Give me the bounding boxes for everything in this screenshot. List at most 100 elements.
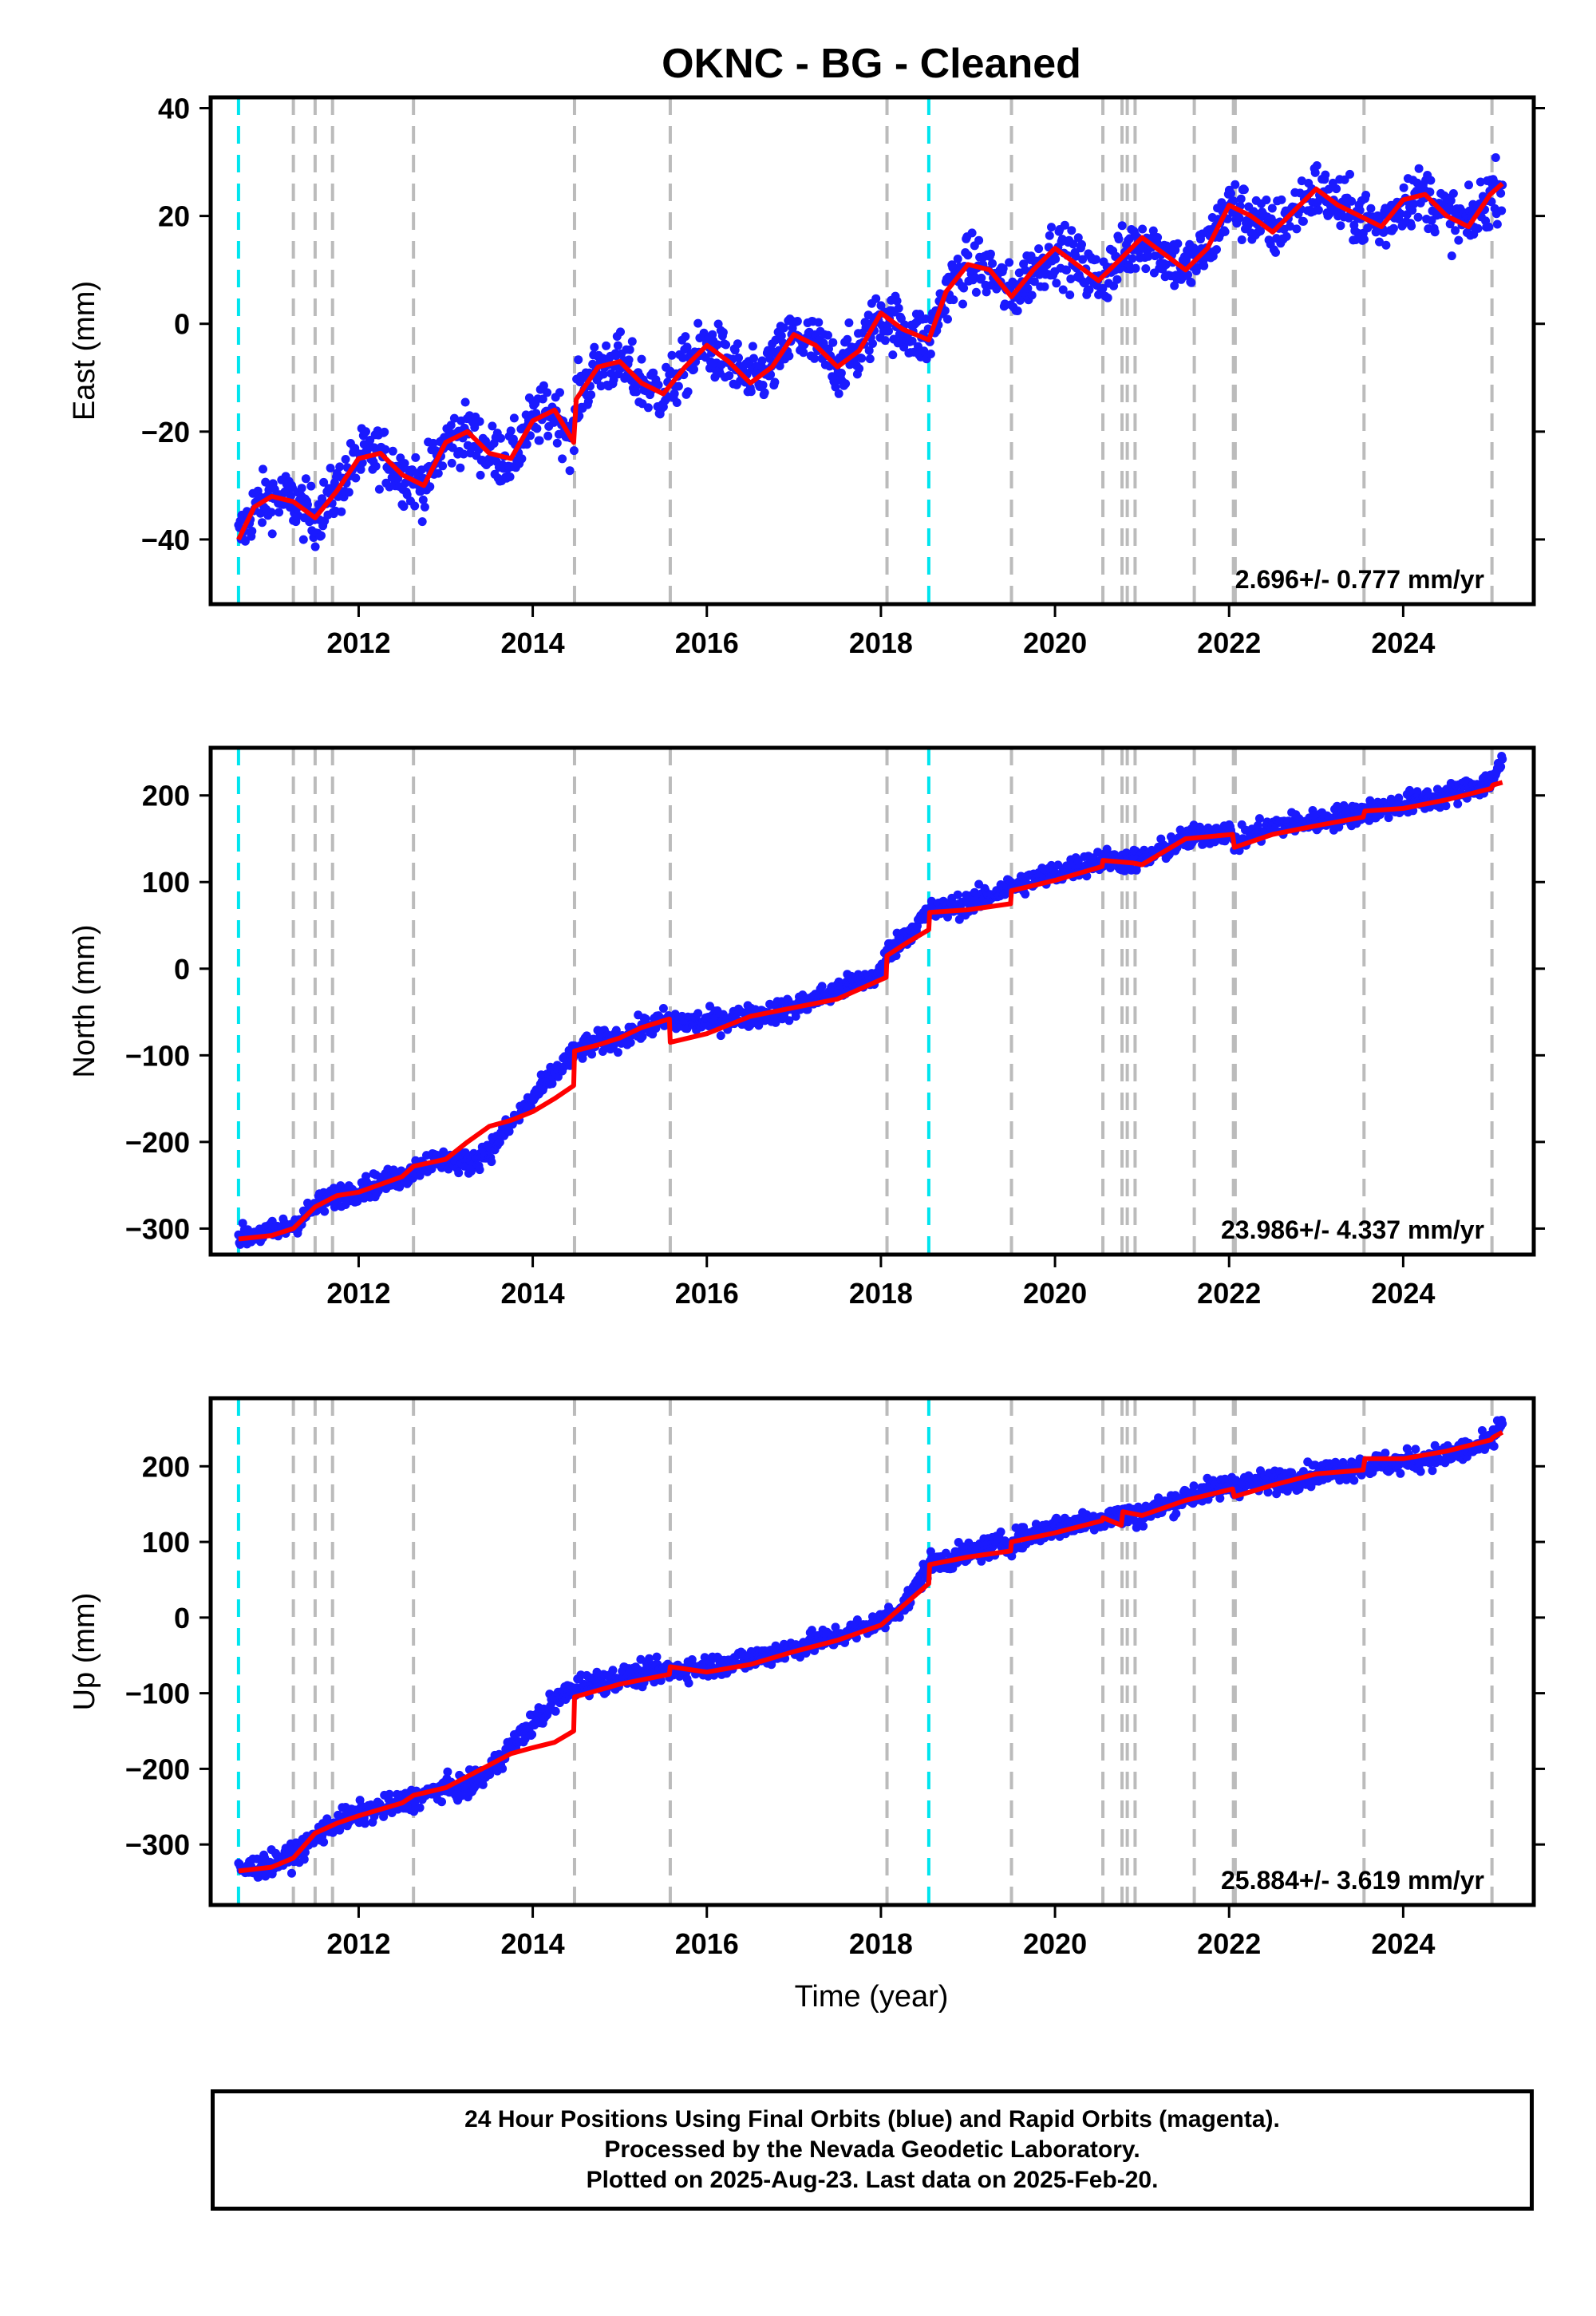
data-point [326,464,335,472]
data-point [588,359,598,369]
data-point [310,542,320,551]
y-tick-label: 200 [142,1450,190,1483]
x-tick-label: 2020 [1023,1927,1087,1960]
data-point [320,1207,330,1216]
y-tick-label: −300 [125,1212,190,1245]
data-point [1192,263,1202,272]
data-point [1117,221,1127,231]
data-point [682,342,692,352]
data-point [454,1168,464,1178]
data-point [381,445,390,454]
data-point [863,319,872,329]
data-point [986,249,995,259]
data-point [460,397,470,407]
data-point [1349,1476,1359,1485]
data-point [734,353,743,362]
data-point [456,1791,466,1800]
footer-box: 24 Hour Positions Using Final Orbits (bl… [211,2089,1534,2211]
data-point [317,531,326,540]
data-point [267,529,277,539]
x-tick-label: 2024 [1371,626,1435,659]
data-point [1416,1467,1425,1476]
data-point [784,1016,794,1026]
data-point [1103,293,1112,302]
data-point [1067,226,1077,235]
data-point [360,1819,369,1828]
data-point [1098,283,1108,293]
data-point [297,484,306,493]
data-point [1139,1521,1148,1531]
data-point [1138,224,1148,234]
data-point [1345,169,1354,179]
y-tick-label: −200 [125,1126,190,1159]
data-point [598,370,608,379]
data-point [1141,264,1151,274]
data-point [532,424,542,433]
data-point [1109,281,1119,290]
data-point [1381,1448,1390,1458]
data-point [1021,265,1030,275]
data-point [746,387,756,397]
data-point [689,365,698,374]
y-axis-label: North (mm) [68,924,101,1077]
y-tick-label: −100 [125,1039,190,1072]
plot-frame [208,745,1536,1257]
x-tick-label: 2016 [675,1927,739,1960]
data-point [1227,188,1235,198]
data-point [725,371,734,381]
data-point [1409,200,1419,208]
data-point [953,255,962,263]
data-point [429,438,438,448]
data-point [1013,306,1022,315]
data-point [565,466,575,476]
data-point [652,1652,662,1662]
data-point [1148,226,1158,235]
data-point [569,446,579,456]
data-point [758,381,768,389]
data-point [1231,180,1240,189]
data-point [748,342,757,351]
data-point [371,461,381,471]
x-tick-label: 2016 [675,1277,739,1310]
data-point [527,1729,537,1739]
data-point [638,1032,647,1041]
data-point [1161,260,1171,270]
data-point [814,318,824,327]
data-point [1321,170,1330,180]
data-point [855,364,864,373]
data-point [1040,282,1049,291]
data-point [443,1767,452,1777]
data-point [784,351,794,361]
data-point [361,427,370,437]
data-point [693,318,703,328]
plot-frame [208,95,1536,607]
y-tick-label: 0 [174,1602,190,1634]
data-point [1005,258,1014,267]
data-point [1023,283,1033,293]
data-point [488,421,497,431]
data-point [1267,204,1277,213]
data-point [337,507,346,516]
data-point [749,354,758,363]
data-point [718,328,728,337]
data-point [683,387,693,397]
data-point [864,346,874,355]
data-point [649,368,658,377]
data-point [395,1182,405,1192]
data-point [552,438,562,448]
data-point [1447,251,1456,261]
y-tick-label: −40 [141,524,190,556]
data-point [1361,191,1371,200]
data-point [1220,227,1230,236]
data-point [495,1137,504,1147]
data-point [1292,224,1302,234]
data-point [865,354,875,364]
data-point [817,982,827,991]
data-point [1045,231,1054,240]
data-point [844,318,854,327]
data-point [963,251,973,260]
y-tick-label: −100 [125,1678,190,1710]
data-point [967,228,977,238]
